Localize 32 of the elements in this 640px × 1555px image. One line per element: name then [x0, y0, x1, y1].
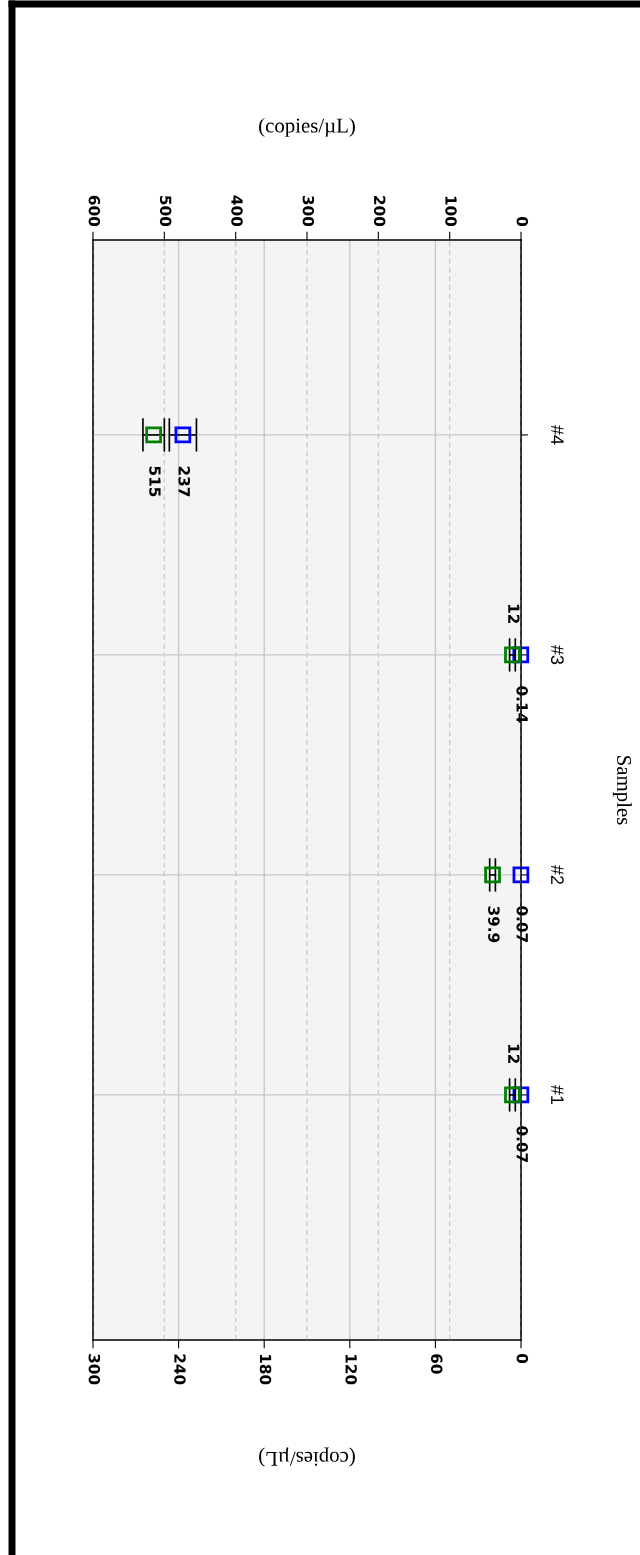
point [504, 646, 521, 664]
x2-tick-label: 100 [445, 196, 457, 227]
x-tick-label: 60 [430, 1354, 443, 1374]
x-tick-label: 240 [174, 1354, 186, 1385]
data-label: 0.07 [516, 906, 529, 942]
data-label: 0.07 [516, 1126, 529, 1162]
point [504, 1086, 521, 1104]
data-label: 515 [149, 466, 161, 497]
x2-tick-label: 500 [159, 196, 172, 227]
x-tick-label: 300 [88, 1354, 101, 1385]
data-label: 39.9 [488, 906, 500, 943]
data-label: 12 [508, 1044, 520, 1064]
data-label: 0.14 [516, 686, 528, 723]
y-tick-label: #3 [550, 644, 564, 665]
x-axis-title: (copies/µL) [259, 1447, 355, 1467]
x2-tick-label: 300 [302, 195, 315, 227]
x2-tick-label: 400 [231, 195, 243, 227]
x2-axis-title: (copies/µL) [259, 117, 355, 137]
x-tick-label: 180 [259, 1354, 272, 1385]
y-tick-label: #4 [551, 424, 564, 445]
x2-tick-label: 0 [516, 216, 529, 227]
y-axis-title: Samples [612, 756, 632, 825]
x-tick-label: 120 [345, 1354, 357, 1385]
point [145, 426, 162, 444]
y-tick-label: #1 [551, 1084, 564, 1105]
x-tick-label: 0 [516, 1353, 529, 1364]
y-tick-label: #2 [551, 864, 564, 885]
data-label: 12 [508, 604, 520, 624]
point [484, 866, 501, 884]
x2-tick-label: 200 [373, 196, 386, 227]
x2-tick-label: 600 [88, 195, 101, 227]
data-label: 237 [178, 466, 190, 497]
